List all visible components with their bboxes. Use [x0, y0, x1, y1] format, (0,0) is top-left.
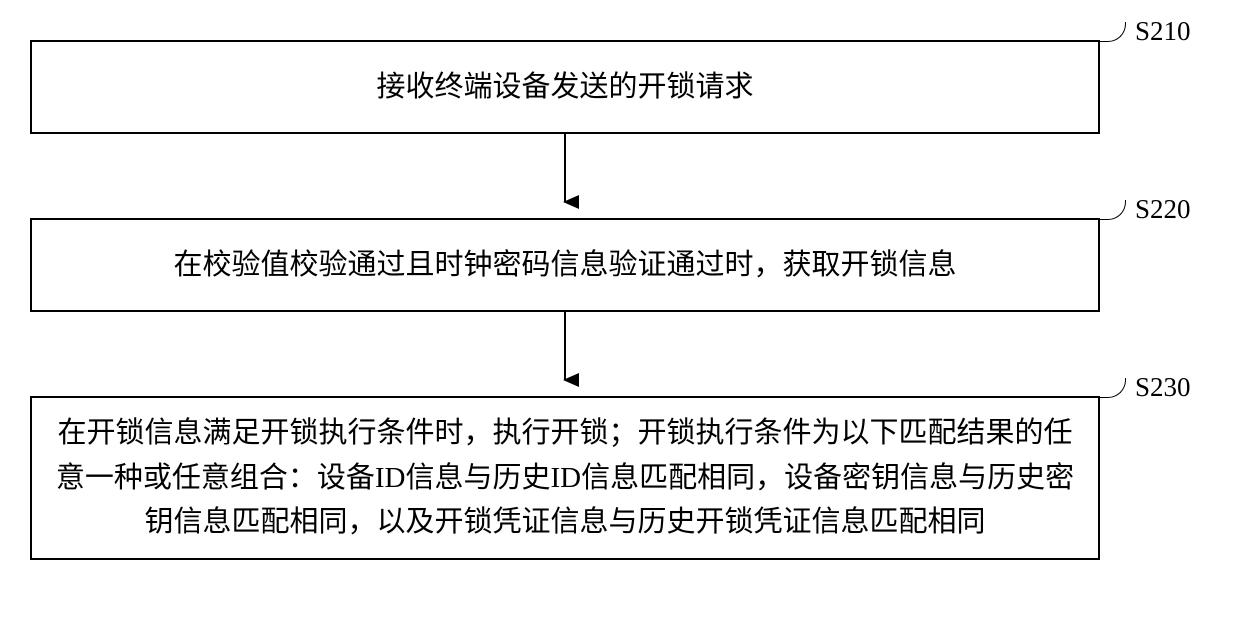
step-label-s220: S220: [1135, 194, 1191, 225]
step-label-s210: S210: [1135, 16, 1191, 47]
flowchart-canvas: 接收终端设备发送的开锁请求 S210 在校验值校验通过且时钟密码信息验证通过时，…: [0, 0, 1240, 621]
flow-node-s230: 在开锁信息满足开锁执行条件时，执行开锁；开锁执行条件为以下匹配结果的任意一种或任…: [30, 396, 1100, 560]
flow-node-s220: 在校验值校验通过且时钟密码信息验证通过时，获取开锁信息: [30, 218, 1100, 312]
label-leader-s210: [1100, 22, 1126, 42]
flow-node-text: 在校验值校验通过且时钟密码信息验证通过时，获取开锁信息: [173, 243, 956, 288]
step-label-s230: S230: [1135, 372, 1191, 403]
flow-node-text: 在开锁信息满足开锁执行条件时，执行开锁；开锁执行条件为以下匹配结果的任意一种或任…: [50, 411, 1080, 546]
flow-node-text: 接收终端设备发送的开锁请求: [376, 65, 753, 110]
flow-node-s210: 接收终端设备发送的开锁请求: [30, 40, 1100, 134]
label-leader-s220: [1100, 200, 1126, 220]
label-leader-s230: [1100, 378, 1126, 398]
